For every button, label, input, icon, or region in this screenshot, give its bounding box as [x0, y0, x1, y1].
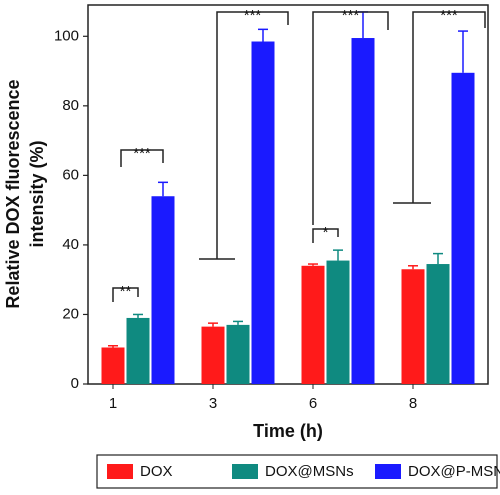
significance-label: *** [440, 7, 458, 24]
significance-label: *** [342, 7, 360, 24]
bar [426, 264, 450, 384]
legend-box [96, 454, 498, 489]
significance-bracket [412, 11, 486, 203]
significance-label: * [323, 224, 329, 241]
bar [126, 317, 150, 384]
significance-bracket [312, 11, 389, 225]
x-axis-label: Time (h) [253, 421, 323, 441]
bar [201, 326, 225, 384]
x-tick-label: 1 [109, 395, 117, 412]
y-tick-label: 60 [62, 166, 79, 183]
bar [451, 72, 475, 385]
significance-bracket [216, 11, 289, 259]
bar [401, 269, 425, 384]
x-tick-label: 3 [209, 395, 217, 412]
legend-label: DOX@MSNs [265, 463, 354, 480]
significance-label: *** [133, 145, 151, 162]
significance-bracket [112, 287, 139, 302]
legend-label: DOX [140, 463, 173, 480]
legend-label: DOX@P-MSNs [408, 463, 500, 480]
y-tick-label: 100 [54, 27, 79, 44]
x-tick-label: 6 [309, 395, 317, 412]
y-tick-label: 0 [71, 375, 79, 392]
legend-swatch [232, 464, 258, 479]
legend-swatch [107, 464, 133, 479]
bar [226, 324, 250, 384]
bar [251, 41, 275, 384]
y-tick-label: 80 [62, 97, 79, 114]
bar [301, 265, 325, 384]
significance-bracket [120, 149, 164, 167]
bar [101, 347, 125, 384]
y-tick-label: 20 [62, 305, 79, 322]
significance-bracket [312, 228, 339, 243]
x-tick-label: 8 [409, 395, 417, 412]
significance-label: *** [244, 7, 262, 24]
y-axis-label: Relative DOX fluorescence intensity (%) [3, 79, 47, 309]
y-tick-label: 40 [62, 236, 79, 253]
bar [326, 260, 350, 384]
bar [351, 38, 375, 385]
legend-swatch [375, 464, 401, 479]
plot-frame [87, 4, 489, 385]
bar [151, 196, 175, 384]
significance-label: ** [120, 283, 132, 300]
